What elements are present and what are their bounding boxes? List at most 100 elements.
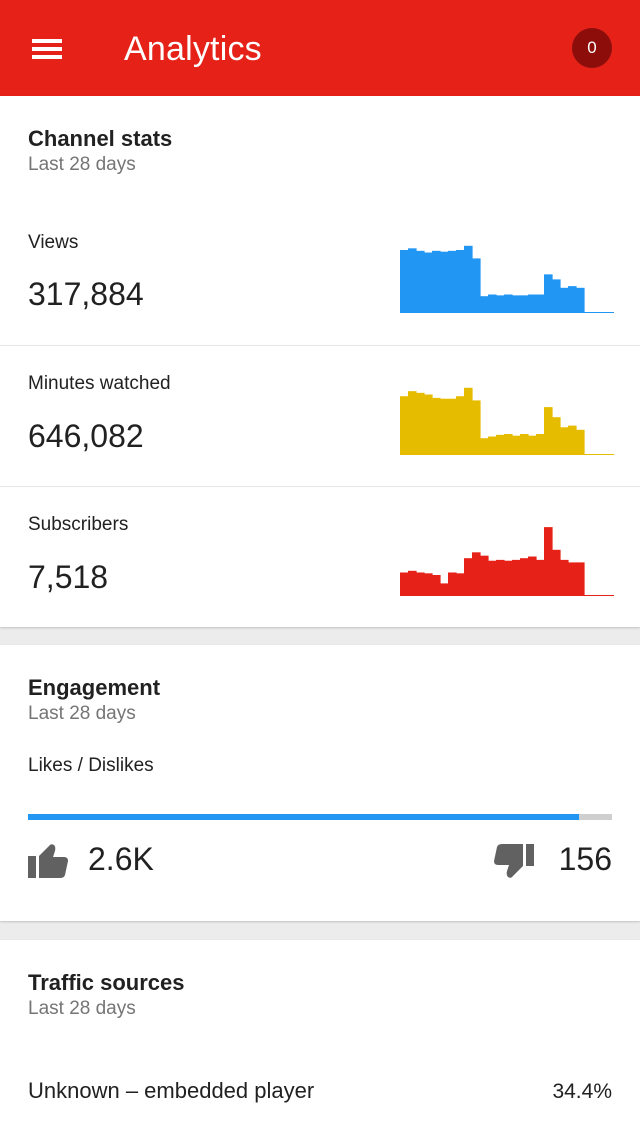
spark-bar [488,560,497,596]
spark-bar [424,394,433,455]
spark-bar [472,552,481,596]
spark-bar [528,435,537,455]
spark-bar [440,251,449,313]
spark-bar [512,295,521,313]
engagement-subtitle: Last 28 days [28,703,136,724]
traffic-sources-card: Traffic sources Last 28 days Unknown – e… [0,940,640,1138]
spark-bar [448,250,457,313]
spark-bar [472,258,481,313]
likes-ratio-fill [28,814,580,820]
spark-bar [480,438,489,455]
spark-bar [512,435,521,455]
spark-bar [568,562,577,596]
spark-bar [520,558,529,596]
spark-bar [432,575,441,596]
stat-label: Views [28,232,79,253]
thumb-down-icon [494,844,534,878]
traffic-sources-title: Traffic sources [28,970,185,995]
stat-row-minutes-watched[interactable]: Minutes watched 646,082 [0,345,640,487]
spark-bar [496,434,505,455]
channel-stats-subtitle: Last 28 days [28,154,136,175]
stat-row-subscribers[interactable]: Subscribers 7,518 [0,486,640,628]
spark-bar [520,295,529,313]
traffic-sources-subtitle: Last 28 days [28,998,136,1019]
engagement-title: Engagement [28,675,161,700]
notification-badge[interactable]: 0 [572,28,612,68]
spark-bar [488,436,497,455]
spark-bar [464,558,473,596]
spark-bar [400,250,409,313]
spark-bar [552,279,561,313]
spark-bar [464,387,473,455]
stat-label: Subscribers [28,514,129,535]
spark-bar [536,294,545,313]
spark-bar [568,286,577,313]
likes-count: 2.6K [88,841,154,877]
spark-bar [448,398,457,455]
traffic-source-percent: 34.4% [552,1080,612,1103]
spark-bar [568,425,577,455]
spark-bar [536,559,545,596]
spark-bar [504,434,513,455]
likes-dislikes-label: Likes / Dislikes [28,755,154,776]
spark-bar [576,562,585,596]
spark-bar [408,248,417,313]
spark-bar [528,294,537,313]
spark-bar [544,527,553,596]
spark-bar [432,250,441,313]
spark-bar [456,250,465,313]
stat-row-views[interactable]: Views 317,884 [0,204,640,345]
spark-bar [480,555,489,596]
spark-bar [456,396,465,455]
stat-value: 646,082 [28,418,144,454]
minutes-watched-sparkline [400,387,614,455]
spark-bar [512,559,521,596]
spark-bar [544,274,553,313]
app-title: Analytics [124,30,262,68]
spark-bar [480,296,489,313]
likes-ratio-bar [28,814,612,820]
spark-bar [560,427,569,455]
spark-bar [416,392,425,455]
spark-bar [400,572,409,596]
spark-bar [552,417,561,455]
spark-bar [424,252,433,313]
spark-bar [560,559,569,596]
stat-label: Minutes watched [28,373,171,394]
spark-bar [536,434,545,455]
menu-icon[interactable] [26,30,70,68]
spark-bar [408,570,417,596]
thumb-up-icon [28,844,68,878]
spark-bar [504,294,513,313]
spark-bar [552,549,561,596]
engagement-card[interactable]: Engagement Last 28 days Likes / Dislikes… [0,645,640,921]
spark-bar [448,572,457,596]
spark-bar [456,573,465,596]
spark-bar [432,397,441,455]
traffic-source-name[interactable]: Unknown – embedded player [28,1078,315,1103]
spark-bar [472,400,481,455]
stat-value: 7,518 [28,559,109,595]
spark-bar [496,559,505,596]
channel-stats-card: Channel stats Last 28 days Views 317,884… [0,96,640,627]
stat-value: 317,884 [28,276,144,312]
dislikes-count: 156 [558,841,612,877]
spark-bar [440,583,449,596]
spark-bar [440,398,449,455]
spark-bar [560,287,569,313]
spark-bar [504,560,513,596]
app-bar: Analytics 0 [0,0,640,96]
channel-stats-title: Channel stats [28,126,173,151]
spark-bar [424,573,433,596]
spark-bar [464,245,473,313]
spark-bar [400,396,409,455]
spark-bar [488,294,497,313]
views-sparkline [400,245,614,313]
spark-bar [496,295,505,313]
spark-bar [416,250,425,313]
spark-bar [544,407,553,455]
spark-bar [408,391,417,455]
spark-bar [416,572,425,596]
spark-bar [576,287,585,313]
spark-bar [528,556,537,596]
